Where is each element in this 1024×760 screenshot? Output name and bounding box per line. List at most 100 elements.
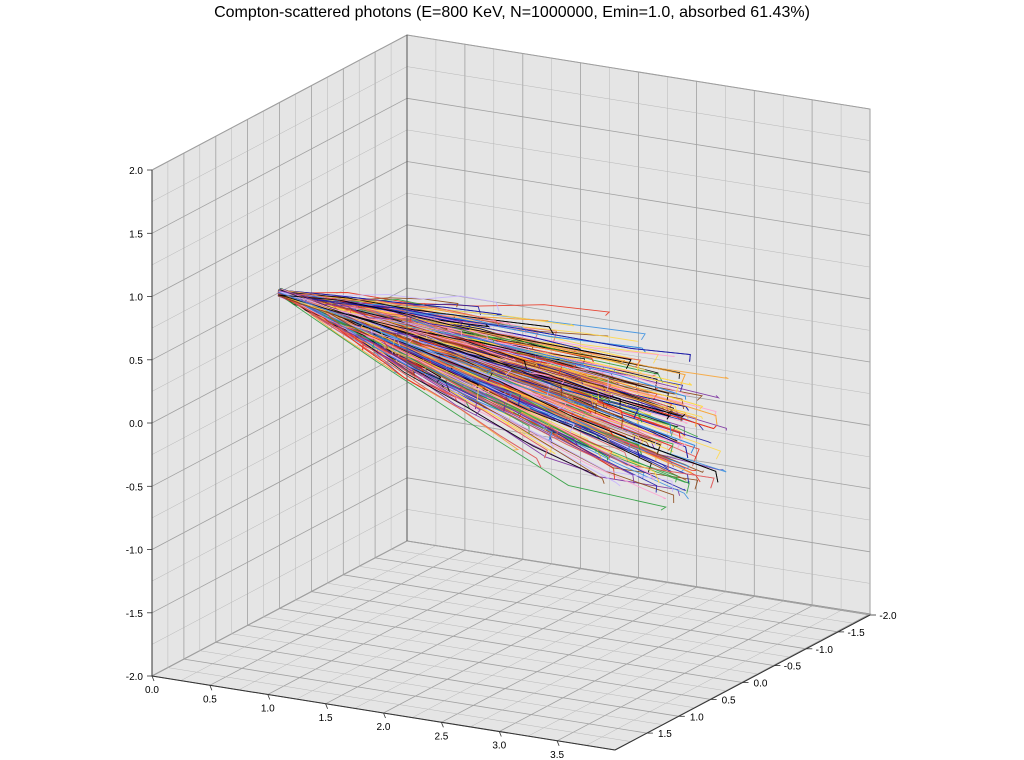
z-tick-label: 1.0: [129, 293, 143, 304]
photon-track: [279, 292, 611, 316]
photon-track: [280, 288, 478, 409]
photon-track: [278, 293, 420, 342]
x-tick-label: 3.0: [492, 741, 506, 752]
photon-track: [280, 289, 670, 420]
x-tick-mark: [441, 722, 444, 728]
photon-track: [280, 293, 691, 362]
y-tick-label: -0.5: [784, 662, 802, 673]
grid-line: [199, 650, 663, 725]
grid-line: [327, 582, 791, 658]
photon-track: [277, 291, 369, 336]
grid-line: [406, 129, 871, 205]
photon-track: [280, 289, 502, 315]
photon-track: [278, 292, 679, 396]
x-tick-mark: [151, 675, 155, 682]
grid-line: [359, 566, 823, 641]
z-tick-label: -1.0: [126, 546, 144, 557]
x-tick-label: 1.0: [261, 704, 275, 715]
z-tick-label: 0.0: [129, 419, 143, 430]
grid-line: [151, 256, 408, 392]
grid-line: [343, 574, 807, 650]
x-tick-label: 3.5: [550, 750, 564, 760]
z-tick-label: 1.5: [129, 229, 143, 240]
grid-line: [406, 192, 871, 268]
grid-line: [406, 477, 871, 553]
photon-track: [279, 294, 632, 369]
photon-track: [279, 292, 600, 401]
grid-line: [151, 161, 408, 297]
grid-line: [151, 97, 408, 234]
y-tick-label: -1.5: [847, 628, 865, 639]
photon-track: [280, 289, 506, 414]
x-tick-mark: [325, 703, 328, 709]
photon-track: [280, 288, 686, 418]
x-tick-label: 0.5: [203, 694, 217, 705]
z-tick-label: -0.5: [126, 482, 144, 493]
photon-track: [279, 292, 556, 455]
x-tick-label: 2.0: [377, 722, 391, 733]
z-tick-label: 0.5: [129, 356, 143, 367]
photon-track: [278, 292, 654, 481]
x-tick-mark: [209, 685, 213, 691]
photon-track: [280, 291, 520, 451]
y-tick-label: -2.0: [879, 611, 897, 622]
z-tick-label: -1.5: [126, 609, 144, 620]
photon-track: [279, 292, 548, 459]
y-tick-label: 1.5: [658, 729, 672, 740]
photon-track: [278, 290, 488, 400]
photon-track: [278, 295, 642, 368]
grid-line: [263, 616, 727, 692]
grid-line: [406, 224, 871, 300]
grid-line: [406, 509, 871, 584]
grid-line: [406, 540, 871, 616]
x-tick-mark: [498, 731, 502, 737]
photon-track: [280, 290, 513, 399]
grid-line: [215, 641, 679, 717]
photon-track: [279, 291, 554, 335]
photon-track: [278, 294, 527, 370]
tick-labels: 0.0 0.5 1.0 1.5 2.0 2.5 3.0 3.5 -2.0 -1.5 -1.0 -0.5…: [126, 166, 897, 760]
grid-line: [231, 633, 695, 709]
grid-line: [406, 161, 871, 236]
grid-line: [151, 129, 408, 266]
grid-line: [311, 591, 775, 666]
grid-line: [151, 192, 408, 329]
grid-line: [151, 66, 408, 202]
grid-line: [167, 667, 631, 742]
grid-line: [406, 66, 871, 141]
photon-track: [279, 293, 500, 326]
grid-line: [295, 599, 759, 675]
x-tick-label: 0.0: [145, 685, 159, 696]
y-tick-label: 1.0: [690, 712, 704, 723]
photon-track: [278, 294, 426, 391]
grid-line: [406, 414, 871, 489]
grid-line: [375, 557, 839, 633]
x-tick-label: 1.5: [319, 713, 333, 724]
grid-line: [406, 256, 871, 331]
z-tick-label: -2.0: [126, 672, 144, 683]
grid-line: [183, 658, 647, 734]
photon-track: [280, 288, 516, 361]
grid-line: [279, 608, 743, 683]
grid-line: [391, 549, 855, 624]
photon-track: [278, 291, 696, 454]
x-tick-mark: [556, 740, 560, 746]
y-tick-label: -1.0: [816, 645, 834, 656]
chart-title: Compton-scattered photons (E=800 KeV, N=…: [214, 4, 810, 21]
z-tick-label: 2.0: [129, 166, 143, 177]
photon-track: [278, 290, 394, 319]
photon-track: [280, 289, 549, 322]
x-tick-label: 2.5: [434, 731, 448, 742]
grid-line: [151, 34, 408, 171]
x-tick-mark: [383, 712, 386, 719]
grid-line: [406, 97, 871, 173]
y-tick-label: 0.0: [754, 679, 768, 690]
photon-tracks: [277, 287, 729, 511]
photon-track: [277, 292, 542, 468]
x-tick-mark: [267, 694, 271, 700]
photon-track: [277, 292, 419, 337]
grid-lines: [151, 34, 871, 751]
photon-track: [280, 287, 522, 416]
photon-track: [279, 294, 719, 483]
